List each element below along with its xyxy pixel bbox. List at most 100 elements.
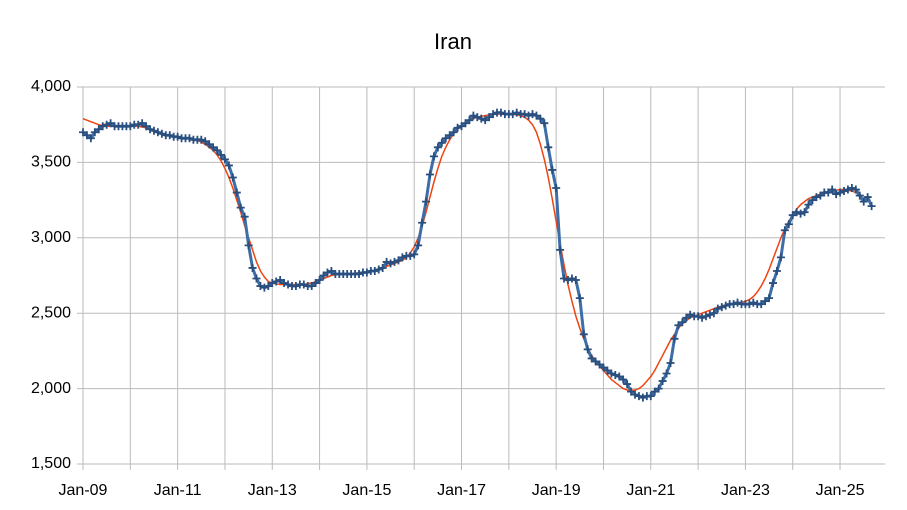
- marker: [701, 312, 710, 321]
- marker: [646, 392, 655, 401]
- x-tick-label: Jan-21: [626, 482, 675, 499]
- marker: [355, 269, 364, 278]
- marker: [153, 128, 162, 137]
- marker: [240, 212, 249, 221]
- y-tick-label: 4,000: [31, 78, 71, 95]
- marker: [477, 114, 486, 123]
- marker: [847, 184, 856, 193]
- marker: [765, 294, 774, 303]
- marker: [567, 274, 576, 283]
- marker: [185, 134, 194, 143]
- marker: [496, 108, 505, 117]
- marker: [843, 185, 852, 194]
- marker: [362, 268, 371, 277]
- marker: [520, 110, 529, 119]
- marker: [686, 310, 695, 319]
- marker: [512, 108, 521, 117]
- marker: [410, 250, 419, 259]
- y-tick-label: 2,000: [31, 380, 71, 397]
- marker: [772, 266, 781, 275]
- marker: [508, 110, 517, 119]
- marker: [406, 251, 415, 260]
- marker: [323, 268, 332, 277]
- marker: [859, 197, 868, 206]
- marker: [86, 134, 95, 143]
- marker: [560, 274, 569, 283]
- marker: [863, 193, 872, 202]
- marker: [197, 135, 206, 144]
- marker: [721, 301, 730, 310]
- marker: [694, 312, 703, 321]
- marker: [784, 220, 793, 229]
- marker: [260, 283, 269, 292]
- marker: [717, 303, 726, 312]
- marker: [792, 208, 801, 217]
- marker: [98, 122, 107, 131]
- marker: [749, 298, 758, 307]
- marker: [465, 116, 474, 125]
- marker: [228, 173, 237, 182]
- marker: [619, 375, 628, 384]
- data-line: [82, 111, 873, 400]
- marker: [418, 218, 427, 227]
- marker: [256, 282, 265, 291]
- marker: [729, 300, 738, 309]
- marker: [524, 111, 533, 120]
- marker: [272, 277, 281, 286]
- marker: [670, 334, 679, 343]
- y-tick-label: 3,500: [31, 154, 71, 171]
- marker: [473, 113, 482, 122]
- marker: [733, 298, 742, 307]
- marker: [579, 330, 588, 339]
- marker: [796, 209, 805, 218]
- marker: [299, 280, 308, 289]
- marker: [315, 276, 324, 285]
- x-tick-label: Jan-15: [342, 482, 391, 499]
- marker: [217, 150, 226, 159]
- x-tick-label: Jan-09: [59, 482, 108, 499]
- marker: [544, 143, 553, 152]
- marker: [571, 276, 580, 285]
- y-tick-label: 1,500: [31, 455, 71, 472]
- marker: [449, 128, 458, 137]
- marker: [607, 369, 616, 378]
- marker: [828, 185, 837, 194]
- marker: [563, 276, 572, 285]
- marker: [666, 358, 675, 367]
- chart-title: Iran: [434, 29, 472, 54]
- marker: [709, 309, 718, 318]
- marker: [425, 170, 434, 179]
- marker: [386, 259, 395, 268]
- marker: [662, 369, 671, 378]
- marker: [552, 184, 561, 193]
- marker: [812, 193, 821, 202]
- marker: [236, 203, 245, 212]
- marker: [134, 120, 143, 129]
- marker: [678, 318, 687, 327]
- marker: [623, 380, 632, 389]
- marker: [244, 241, 253, 250]
- marker: [165, 131, 174, 140]
- marker: [390, 257, 399, 266]
- y-tick-label: 3,000: [31, 229, 71, 246]
- y-tick-label: 2,500: [31, 304, 71, 321]
- x-tick-label: Jan-19: [532, 482, 581, 499]
- marker: [232, 188, 241, 197]
- marker: [378, 263, 387, 272]
- marker: [224, 161, 233, 170]
- marker: [126, 122, 135, 131]
- x-tick-label: Jan-23: [721, 482, 770, 499]
- marker: [658, 377, 667, 386]
- x-tick-label: Jan-11: [154, 482, 202, 499]
- marker: [804, 200, 813, 209]
- marker: [280, 279, 289, 288]
- marker: [149, 126, 158, 135]
- marker: [157, 129, 166, 138]
- marker: [867, 202, 876, 211]
- marker: [631, 390, 640, 399]
- marker: [745, 300, 754, 309]
- marker: [429, 152, 438, 161]
- marker: [248, 263, 257, 272]
- marker: [437, 138, 446, 147]
- marker: [634, 392, 643, 401]
